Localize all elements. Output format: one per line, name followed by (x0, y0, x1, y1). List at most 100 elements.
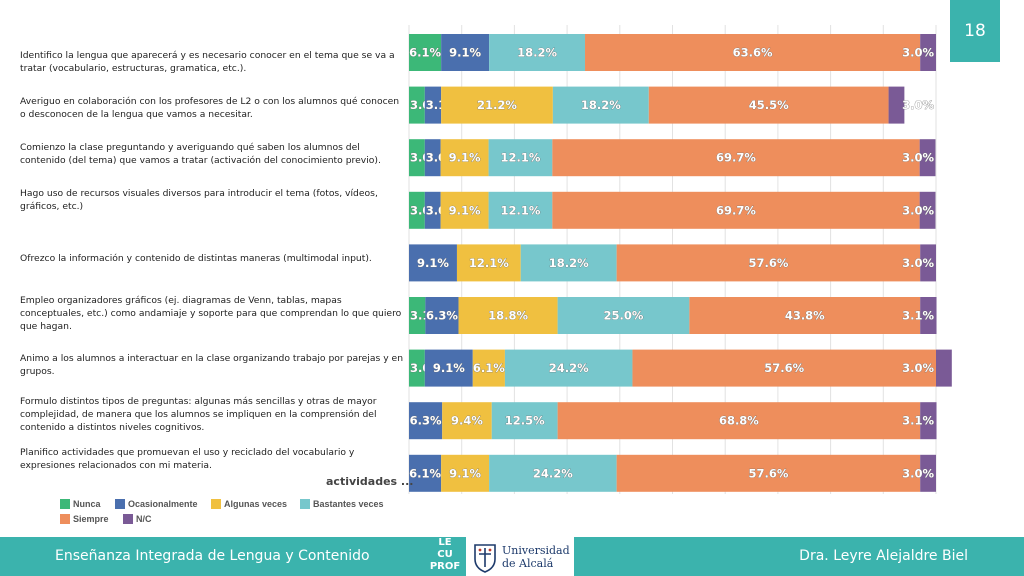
data-label: 24.2% (533, 466, 573, 480)
legend-label: Siempre (73, 514, 109, 524)
bar-segment (409, 86, 425, 124)
legend-label: Nunca (73, 499, 101, 509)
data-label: 3.0% (902, 46, 934, 60)
bar-segment (440, 191, 489, 229)
bar-segment (616, 454, 921, 492)
bar-segment (409, 402, 443, 440)
legend-swatch (60, 514, 70, 524)
data-label: 12.1% (501, 151, 541, 165)
legend-item: Ocasionalmente (115, 498, 198, 510)
bar-segment (616, 244, 921, 282)
bar-segment (920, 454, 936, 492)
data-label: 6.3% (410, 414, 442, 428)
question-label: Planifico actividades que promuevan el u… (20, 447, 355, 471)
data-label: 6.1% (409, 466, 441, 480)
data-label: 3.1% (902, 309, 934, 323)
bar-segment (409, 244, 457, 282)
bar-segment (409, 297, 426, 334)
data-label: 18.8% (488, 309, 528, 323)
bar-segment (456, 244, 521, 282)
bar-segment (441, 86, 553, 124)
bar-segment (441, 454, 490, 492)
data-label: 18.2% (517, 46, 557, 60)
data-label: 25.0% (604, 309, 644, 323)
bar-segment (472, 349, 505, 387)
data-label: 57.6% (764, 361, 804, 375)
question-label: Animo a los alumnos a interactuar en la … (20, 353, 404, 377)
bar-segment (689, 297, 921, 334)
bar-segment (920, 297, 937, 334)
question-label: Comienzo la clase preguntando y averigua… (20, 142, 381, 166)
bar-segment (458, 297, 558, 334)
bar-segment (491, 402, 558, 440)
bar-segment (442, 402, 492, 440)
bar-segment (425, 297, 459, 334)
bar-segment (424, 139, 441, 177)
data-label: 6.1% (409, 46, 441, 60)
legend-label: Bastantes veces (313, 499, 384, 509)
question-label: Empleo organizadores gráficos (ej. diagr… (20, 295, 402, 332)
bar-segment (409, 191, 425, 229)
bar-segment (552, 86, 649, 124)
bar-segment (488, 191, 553, 229)
university-name-line-1: Universidad (502, 543, 570, 557)
data-label: 3.0% (902, 466, 934, 480)
bar-segment (409, 454, 442, 492)
bar-segment (585, 34, 921, 71)
bar-segment (488, 139, 553, 177)
data-label: 69.7% (716, 151, 756, 165)
bar-segment (489, 454, 617, 492)
data-label: 45.5% (749, 98, 789, 112)
lecu-logo-line-1: LE (438, 537, 452, 548)
legend-label: Ocasionalmente (128, 499, 198, 509)
stacked-bar-chart: 6.1% 9.1% 18.2% 63.6% 3.0% 3.0% 3.1% 21.2% 18.2%… (408, 25, 952, 494)
legend-swatch (300, 499, 310, 509)
legend-swatch (115, 499, 125, 509)
footer-author: Dra. Leyre Alejaldre Biel (799, 548, 968, 564)
bar-segment (424, 191, 441, 229)
bar-segment (888, 86, 905, 124)
bar-segment (440, 139, 489, 177)
data-label: 3.0% (902, 98, 934, 112)
bar-segment (409, 139, 425, 177)
bar-segment (920, 402, 937, 440)
bar-segment (919, 191, 936, 229)
data-label: 24.2% (549, 361, 589, 375)
data-label: 3.0% (902, 256, 934, 270)
bar-segment (648, 86, 889, 124)
bar-segment (504, 349, 633, 387)
legend-item: N/C (123, 513, 152, 525)
legend-item: Bastantes veces (300, 498, 384, 510)
bar-segment (552, 191, 920, 229)
question-label: Identifico la lengua que aparecerá y es … (20, 50, 395, 74)
bar-segment (920, 34, 936, 71)
legend-item: Siempre (60, 513, 109, 525)
legend-label: Algunas veces (224, 499, 288, 509)
data-label: 9.1% (449, 466, 481, 480)
university-logo: Universidad de Alcalá (466, 537, 574, 576)
data-label: 21.2% (477, 98, 517, 112)
question-label: Ofrezco la información y contenido de di… (20, 253, 372, 264)
footer-bar: Enseñanza Integrada de Lengua y Contenid… (0, 537, 1024, 576)
data-label: 57.6% (748, 256, 788, 270)
bar-segment (520, 244, 617, 282)
data-label: 12.1% (501, 203, 541, 217)
data-label: 63.6% (733, 46, 773, 60)
bar-segment (489, 34, 586, 71)
data-label: 68.8% (719, 414, 759, 428)
lecu-logo-line-3: PROF (429, 561, 461, 572)
bar-segment (424, 86, 442, 124)
data-label: 9.1% (449, 203, 481, 217)
data-label: 6.3% (426, 309, 458, 323)
legend-swatch (123, 514, 133, 524)
legend-swatch (60, 499, 70, 509)
legend-item: Algunas veces (211, 498, 287, 510)
university-crest-icon (474, 543, 496, 573)
data-label: 6.1% (473, 361, 505, 375)
data-label: 9.1% (449, 46, 481, 60)
data-label: 9.1% (449, 151, 481, 165)
data-label: 69.7% (716, 203, 756, 217)
data-label: 9.4% (451, 414, 483, 428)
data-label: 12.1% (469, 256, 509, 270)
data-label: 3.0% (902, 203, 934, 217)
